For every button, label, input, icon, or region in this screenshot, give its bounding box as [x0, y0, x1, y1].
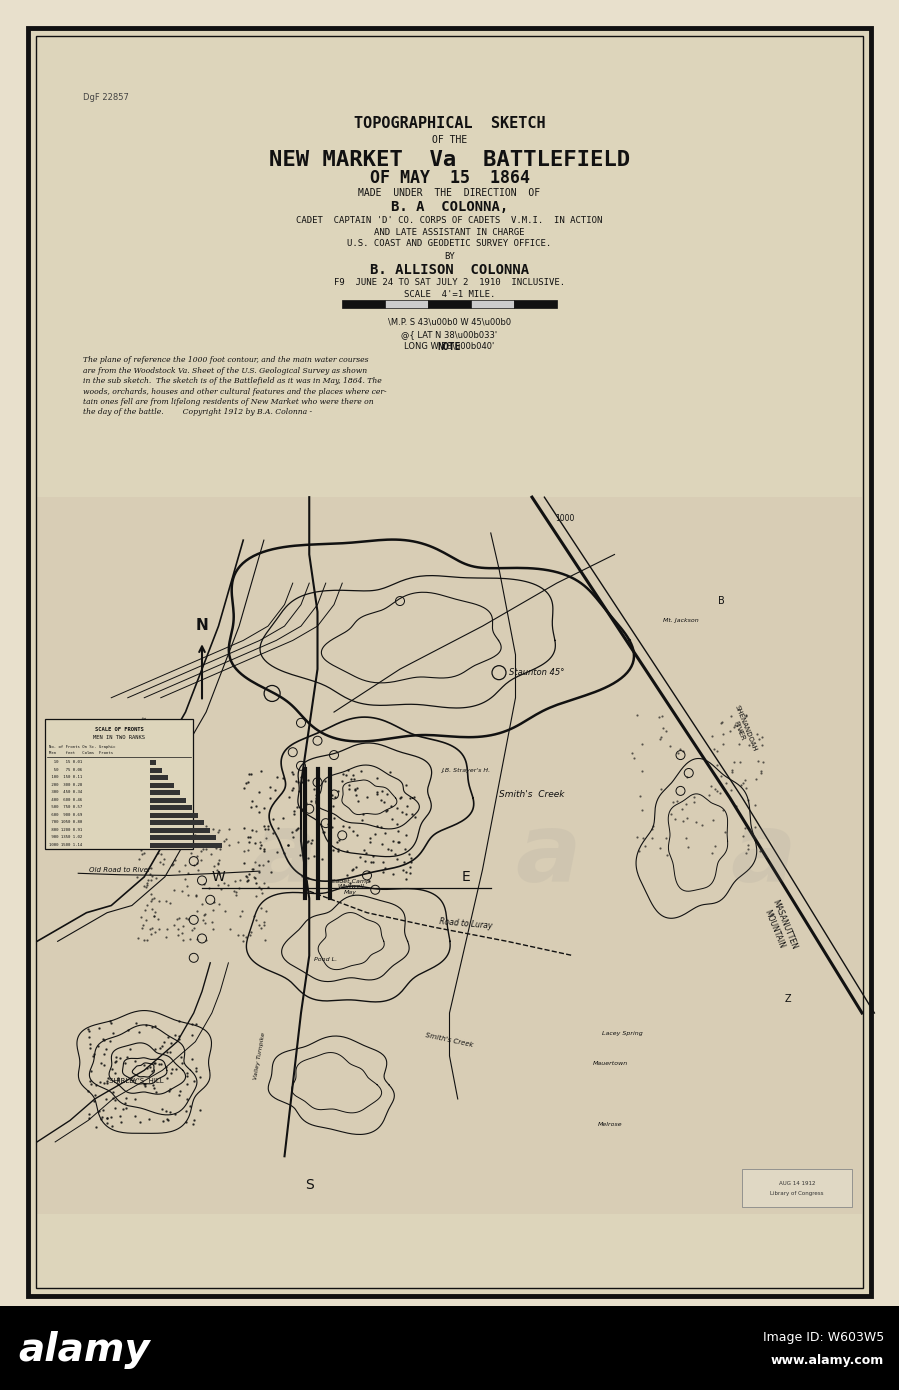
- Bar: [471, 300, 514, 309]
- Text: NEW MARKET  Va  BATTLEFIELD: NEW MARKET Va BATTLEFIELD: [269, 150, 630, 170]
- Text: Smith's  Creek: Smith's Creek: [499, 790, 565, 799]
- Bar: [514, 300, 557, 309]
- Bar: [150, 813, 199, 817]
- Text: U.S. COAST AND GEODETIC SURVEY OFFICE.: U.S. COAST AND GEODETIC SURVEY OFFICE.: [347, 239, 552, 247]
- Text: 400  600 0.46: 400 600 0.46: [49, 798, 83, 802]
- Bar: [150, 767, 162, 773]
- Text: DgF 22857: DgF 22857: [83, 93, 129, 103]
- Text: OF THE: OF THE: [432, 135, 467, 145]
- Text: 200  300 0.28: 200 300 0.28: [49, 783, 83, 787]
- Text: TOPOGRAPHICAL  SKETCH: TOPOGRAPHICAL SKETCH: [353, 115, 546, 131]
- Text: \M.P. S 43\u00b0 W 45\u00b0: \M.P. S 43\u00b0 W 45\u00b0: [388, 318, 511, 327]
- Text: SHENANDOAH
RIVER: SHENANDOAH RIVER: [727, 705, 758, 756]
- Text: Z: Z: [785, 994, 791, 1004]
- Text: www.alamy.com: www.alamy.com: [770, 1354, 884, 1368]
- Text: 800 1200 0.91: 800 1200 0.91: [49, 828, 83, 831]
- Text: Mt. Jackson: Mt. Jackson: [663, 619, 699, 623]
- Text: @{ LAT N 38\u00b033': @{ LAT N 38\u00b033': [402, 329, 497, 339]
- Text: No. of Fronts On Sc. Graphic: No. of Fronts On Sc. Graphic: [49, 745, 116, 749]
- Bar: [428, 300, 471, 309]
- Text: Old Road to River: Old Road to River: [89, 867, 150, 873]
- Text: alamy: alamy: [18, 1330, 150, 1369]
- Text: 500  750 0.57: 500 750 0.57: [49, 805, 83, 809]
- Text: BY: BY: [444, 252, 455, 261]
- Bar: [150, 798, 186, 803]
- Text: E: E: [461, 870, 470, 884]
- Text: AUG 14 1912: AUG 14 1912: [779, 1180, 815, 1186]
- Text: S: S: [305, 1177, 314, 1191]
- Bar: [150, 805, 192, 810]
- Text: B. ALLISON  COLONNA: B. ALLISON COLONNA: [369, 263, 530, 277]
- Text: SCALE OF FRONTS: SCALE OF FRONTS: [95, 727, 144, 733]
- Text: 100  150 0.11: 100 150 0.11: [49, 776, 83, 780]
- Text: MEN IN TWO RANKS: MEN IN TWO RANKS: [93, 735, 146, 741]
- Text: 1000: 1000: [556, 514, 574, 523]
- Text: Mauertown: Mauertown: [592, 1061, 628, 1066]
- Text: 300  450 0.34: 300 450 0.34: [49, 791, 83, 794]
- Text: Road to Luray: Road to Luray: [439, 916, 493, 930]
- Text: Image ID: W603W5: Image ID: W603W5: [762, 1332, 884, 1344]
- Text: Pond L.: Pond L.: [314, 956, 337, 962]
- Text: a: a: [730, 809, 796, 902]
- Text: Staunton 45°: Staunton 45°: [509, 669, 565, 677]
- Text: SHIRLEY'S  HILL: SHIRLEY'S HILL: [109, 1079, 164, 1084]
- Text: 700 1050 0.80: 700 1050 0.80: [49, 820, 83, 824]
- Text: 10   15 0.01: 10 15 0.01: [49, 760, 83, 764]
- Text: Smith's Creek: Smith's Creek: [425, 1033, 474, 1048]
- Text: B. A  COLONNA,: B. A COLONNA,: [391, 200, 508, 214]
- Bar: [150, 776, 168, 780]
- Bar: [150, 760, 156, 766]
- Text: Lacey Spring: Lacey Spring: [602, 1030, 643, 1036]
- Text: N: N: [196, 619, 209, 634]
- Text: 50   75 0.06: 50 75 0.06: [49, 767, 83, 771]
- Text: SCALE  4'=1 MILE.: SCALE 4'=1 MILE.: [404, 289, 495, 299]
- Bar: [0, 1307, 899, 1390]
- Text: 1000 1500 1.14: 1000 1500 1.14: [49, 842, 83, 847]
- Bar: [150, 791, 181, 795]
- Text: W: W: [211, 870, 226, 884]
- Bar: [150, 783, 174, 788]
- Bar: [342, 300, 385, 309]
- Text: F9  JUNE 24 TO SAT JULY 2  1910  INCLUSIVE.: F9 JUNE 24 TO SAT JULY 2 1910 INCLUSIVE.: [334, 278, 565, 288]
- Text: Library of Congress: Library of Congress: [770, 1191, 823, 1195]
- Text: MADE  UNDER  THE  DIRECTION  OF: MADE UNDER THE DIRECTION OF: [359, 188, 540, 197]
- Text: 600  900 0.69: 600 900 0.69: [49, 813, 83, 817]
- Text: J.B. Strayer's H.: J.B. Strayer's H.: [441, 769, 491, 773]
- Text: LONG W 78\u00b040': LONG W 78\u00b040': [405, 342, 494, 350]
- Bar: [150, 828, 210, 833]
- Bar: [742, 1169, 852, 1207]
- Text: OF MAY  15  1864: OF MAY 15 1864: [369, 168, 530, 186]
- Text: B: B: [718, 596, 725, 606]
- Text: a: a: [252, 809, 317, 902]
- Text: NOTE: NOTE: [438, 342, 461, 353]
- Bar: [150, 820, 204, 826]
- Text: The plane of reference the 1000 foot contour, and the main water courses
are fro: The plane of reference the 1000 foot con…: [83, 356, 387, 417]
- Bar: [385, 300, 428, 309]
- Text: CADET  CAPTAIN 'D' CO. CORPS OF CADETS  V.M.I.  IN ACTION: CADET CAPTAIN 'D' CO. CORPS OF CADETS V.…: [297, 217, 602, 225]
- Text: Cadet Camp
Whitwell
May: Cadet Camp Whitwell May: [331, 878, 370, 895]
- Bar: [150, 842, 222, 848]
- Text: 900 1350 1.02: 900 1350 1.02: [49, 835, 83, 840]
- Text: AND LATE ASSISTANT IN CHARGE: AND LATE ASSISTANT IN CHARGE: [374, 228, 525, 236]
- Text: Valley Turnpike: Valley Turnpike: [254, 1031, 266, 1080]
- Text: Melrose: Melrose: [598, 1122, 623, 1126]
- Bar: [150, 835, 217, 840]
- Bar: [45, 719, 193, 849]
- Text: Men    feet   Colms  Fronts: Men feet Colms Fronts: [49, 751, 113, 755]
- Bar: [37, 498, 862, 1213]
- Text: a: a: [516, 809, 582, 902]
- Text: MASANUTTEN
MOUNTAIN: MASANUTTEN MOUNTAIN: [761, 899, 798, 955]
- Text: NORTH FORK SHENANDOAH RIVER: NORTH FORK SHENANDOAH RIVER: [115, 716, 148, 823]
